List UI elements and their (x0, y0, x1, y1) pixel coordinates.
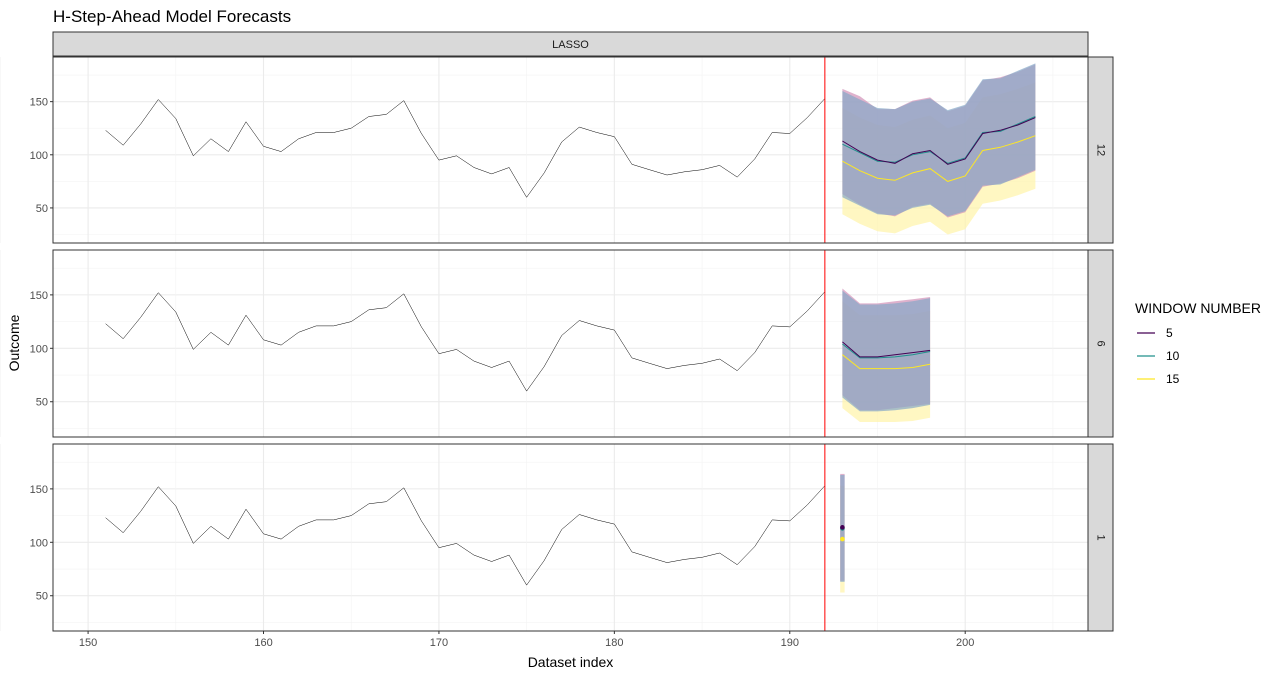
forecast-mean-line-5 (842, 117, 1036, 165)
legend-title: WINDOW NUMBER (1135, 300, 1261, 316)
x-tick-label: 190 (781, 637, 799, 649)
x-tick-label: 150 (79, 637, 97, 649)
row-strip-box (1087, 56, 1114, 244)
column-strip: LASSO (52, 31, 1089, 57)
y-tick-label: 150 (30, 484, 48, 496)
panel-background (53, 250, 1088, 437)
y-tick-label: 100 (30, 343, 48, 355)
row-strip-box (1087, 249, 1114, 438)
y-tick-label: 50 (36, 203, 48, 215)
row-strip-label: 12 (1095, 144, 1107, 156)
forecast-band-10 (842, 63, 1036, 217)
y-tick-label: 100 (30, 150, 48, 162)
legend-label-5: 5 (1166, 326, 1173, 340)
actual-series-line (105, 485, 826, 586)
forecast-point-5 (840, 525, 845, 530)
legend: WINDOW NUMBER 5 10 15 (1135, 300, 1261, 386)
y-tick-label: 100 (30, 537, 48, 549)
forecast-mean-line-10 (842, 343, 931, 359)
row-strip-label: 1 (1095, 534, 1107, 540)
legend-label-10: 10 (1166, 349, 1180, 363)
column-strip-label: LASSO (552, 39, 589, 51)
x-tick-label: 200 (956, 637, 974, 649)
legend-item-15: 15 (1137, 372, 1180, 386)
forecast-band-10 (842, 290, 931, 412)
chart-title: H-Step-Ahead Model Forecasts (53, 7, 291, 26)
row-strip-box (1087, 443, 1114, 632)
panel-6: 6 50 100 150 (0, 249, 1114, 438)
y-tick-label: 50 (36, 591, 48, 603)
x-tick-label: 170 (430, 637, 448, 649)
panel-12: 12 50 100 150 (0, 56, 1114, 244)
legend-items: 5 10 15 (1137, 326, 1180, 386)
y-tick-label: 150 (30, 290, 48, 302)
y-axis-title: Outcome (6, 314, 22, 371)
y-tick-label: 150 (30, 97, 48, 109)
row-strip-label: 6 (1095, 340, 1107, 346)
x-tick-label: 180 (605, 637, 623, 649)
panel-background (53, 444, 1088, 631)
x-axis-title: Dataset index (528, 654, 614, 670)
forecast-mean-line-15 (842, 354, 931, 370)
legend-item-5: 5 (1137, 326, 1173, 340)
x-tick-label: 160 (254, 637, 272, 649)
actual-series-line (105, 98, 826, 198)
forecast-point-15 (840, 536, 845, 542)
actual-series-line (105, 291, 826, 392)
y-tick-label: 50 (36, 397, 48, 409)
forecast-mean-line-15 (842, 135, 1036, 182)
column-strip-box (52, 31, 1089, 57)
legend-label-15: 15 (1166, 372, 1180, 386)
x-axis: 150 160 170 180 190 200 (79, 631, 974, 649)
legend-item-10: 10 (1137, 349, 1180, 363)
forecast-mean-line-5 (842, 341, 931, 358)
